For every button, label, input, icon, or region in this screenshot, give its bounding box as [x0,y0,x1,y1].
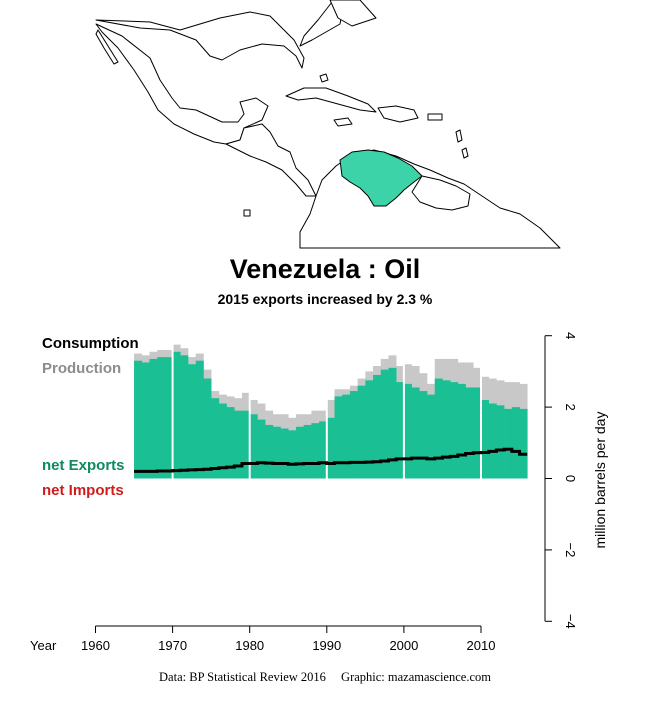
graphic-credit: Graphic: mazamascience.com [341,670,491,684]
net-exports-bar [334,396,343,479]
guianas-outline [411,175,471,211]
jamaica-outline [333,117,353,127]
net-exports-bar [434,378,443,479]
net-exports-bar [326,417,335,479]
net-exports-bar [365,380,374,479]
net-exports-bar [427,394,436,479]
net-exports-bar [188,364,197,479]
x-tick-label: 2010 [467,638,496,653]
hispaniola-outline [377,105,419,123]
page-title: Venezuela : Oil [229,254,421,284]
consumption-line [134,447,528,473]
net-exports-bar [504,408,513,479]
net-exports-bar [342,394,351,479]
north-coast [329,0,377,27]
net-exports-bar [180,355,189,479]
x-tick-label: 1990 [312,638,341,653]
y-tick-label: −2 [563,542,578,557]
net-exports-bar [195,360,204,479]
net-exports-bar [465,387,474,479]
net-exports-bar [172,351,181,479]
baja-outline [95,29,119,65]
net-exports-bar [149,358,158,479]
legend-net-exports: net Exports [42,457,125,474]
central-america-outline [225,123,317,197]
net-exports-bar [373,374,382,479]
net-exports-bar [457,383,466,479]
net-exports-bar [388,367,397,479]
net-exports-bar [272,426,281,479]
net-exports-bar [141,362,150,479]
data-source: Data: BP Statistical Review 2016 [159,670,326,684]
legend-net-imports: net Imports [42,482,124,499]
net-exports-bar [380,369,389,479]
net-exports-bar [488,403,497,479]
net-exports-bar [481,399,490,479]
net-exports-bar [265,424,274,479]
net-exports-bar [349,391,358,479]
net-exports-bar [203,378,212,479]
net-exports-bar [295,426,304,479]
caribbean-region-map [95,0,561,249]
legend-consumption: Consumption [42,335,139,352]
venezuela-highlight [339,149,423,207]
lesser-antilles-outline [455,129,463,143]
net-exports-bar [519,408,528,479]
net-exports-bar [419,391,428,479]
net-exports-bar [496,405,505,479]
net-exports-bar [234,410,243,479]
net-exports-bar [357,385,366,479]
bahamas-outline [319,73,329,83]
y-tick-label: −4 [563,614,578,629]
net-exports-bar [473,387,482,479]
y-tick-label: 0 [563,475,578,482]
net-exports-bar [288,430,297,479]
net-exports-bar [157,357,166,479]
axes: Year 1960 1970 1980 1990 2000 2010 −4 −2 0 2 4 milli… [30,332,608,653]
net-exports-bar [134,360,143,479]
net-exports-bar [164,357,173,479]
legend-production: Production [42,360,122,377]
mexico-outline [95,23,269,145]
net-exports-bar [241,410,250,479]
net-exports-bar [403,383,412,479]
x-tick-label: 1980 [235,638,264,653]
x-tick-label: 1960 [81,638,110,653]
net-exports-bar [249,414,258,479]
net-exports-bar [396,382,405,479]
usa-outline [95,11,305,69]
source-footer: Data: BP Statistical Review 2016 Graphic… [0,670,650,685]
net-exports-bar [319,421,328,479]
y-axis-title: million barrels per day [592,412,608,549]
net-exports-bar [511,407,520,479]
net-exports-bar [450,382,459,479]
net-exports-bar [442,380,451,479]
net-exports-bar [280,428,289,479]
net-exports-bar [211,398,220,479]
puerto-rico-outline [427,113,443,121]
net-exports-bar [411,387,420,479]
y-tick-label: 2 [563,403,578,410]
x-axis-prefix: Year [30,638,57,653]
x-tick-label: 1970 [158,638,187,653]
net-exports-bar [303,424,312,479]
x-tick-label: 2000 [389,638,418,653]
page-subtitle: 2015 exports increased by 2.3 % [217,291,433,307]
y-tick-label: 4 [563,332,578,339]
net-exports-bar [257,419,266,479]
net-exports-bar [311,423,320,479]
net-exports-bar [218,403,227,479]
cuba-outline [285,87,377,113]
net-exports-bar [226,407,235,479]
